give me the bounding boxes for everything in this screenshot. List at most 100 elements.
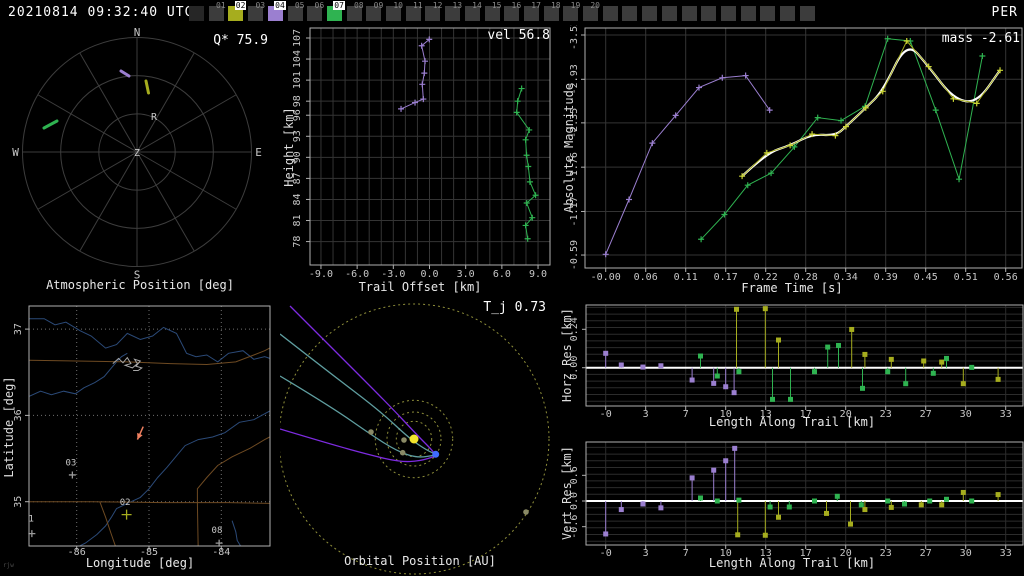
camera-slot-label: 04 [274, 1, 286, 10]
camera-slot-01[interactable]: 01 [209, 6, 224, 21]
state-border [197, 437, 269, 549]
camera-slot-extra[interactable] [741, 6, 756, 21]
camera-slot-extra[interactable] [642, 6, 657, 21]
svg-text:81: 81 [292, 214, 303, 226]
svg-text:N: N [134, 26, 141, 39]
height-axis-label: Height [km] [282, 107, 296, 186]
camera-slot-13[interactable]: 13 [445, 6, 460, 21]
camera-slot-11[interactable]: 11 [406, 6, 421, 21]
shower-code: PER [992, 5, 1018, 20]
camera-slot-label: 01 [215, 1, 227, 10]
svg-text:3.0: 3.0 [457, 269, 475, 280]
ground-track-arrow [137, 427, 143, 440]
camera-slot-extra[interactable] [800, 6, 815, 21]
orbit-plot [280, 296, 560, 576]
camera-slot-09[interactable]: 09 [366, 6, 381, 21]
camera-slot-07[interactable]: 07 [327, 6, 342, 21]
vert-res-axis-label: Vert Res [km] [560, 446, 574, 540]
svg-text:84: 84 [292, 193, 303, 205]
camera-slot-05[interactable]: 05 [288, 6, 303, 21]
camera-slot-label: 16 [511, 1, 523, 10]
track-cluster [113, 358, 142, 371]
series-station-04 [398, 36, 432, 111]
camera-slot-label: 19 [570, 1, 582, 10]
meteor-streaks [44, 71, 149, 128]
camera-slot-19[interactable]: 19 [563, 6, 578, 21]
camera-slot-label: 13 [451, 1, 463, 10]
camera-slot-04[interactable]: 04 [268, 6, 283, 21]
camera-slot-17[interactable]: 17 [524, 6, 539, 21]
camera-slot-06[interactable]: 06 [307, 6, 322, 21]
svg-text:37: 37 [13, 323, 24, 335]
planet-dot [400, 450, 406, 456]
camera-slot-20[interactable]: 20 [583, 6, 598, 21]
planet-dot [523, 509, 529, 515]
camera-slot-15[interactable]: 15 [485, 6, 500, 21]
camera-slot-extra[interactable] [701, 6, 716, 21]
camera-slot-18[interactable]: 18 [544, 6, 559, 21]
panel-height-profile: -9.0-6.0-3.00.03.06.09.07881848790939698… [280, 25, 560, 296]
gridlines [586, 442, 1023, 545]
panel-light-curve: -0.000.060.110.170.220.280.340.390.450.5… [560, 25, 1024, 296]
earth-dot [432, 451, 439, 458]
vert-length-axis-label: Length Along Trail [km] [560, 556, 1024, 570]
camera-slot-03[interactable]: 03 [248, 6, 263, 21]
svg-text:104: 104 [292, 50, 303, 68]
camera-slot-extra[interactable] [760, 6, 775, 21]
svg-text:R: R [151, 112, 158, 123]
vert-residuals-plot: -0371013172023273033-0.60.00.6 [560, 432, 1024, 576]
svg-text:Z: Z [134, 148, 140, 159]
camera-slot-10[interactable]: 10 [386, 6, 401, 21]
svg-text:6.0: 6.0 [493, 269, 511, 280]
residual-stems [603, 446, 1000, 538]
camera-slot-02[interactable]: 02 [228, 6, 243, 21]
svg-text:9.0: 9.0 [529, 269, 547, 280]
camera-slot-label: 03 [254, 1, 266, 10]
camera-slot-label: 14 [471, 1, 483, 10]
camera-slot-label: 17 [530, 1, 542, 10]
svg-text:W: W [12, 146, 19, 159]
svg-text:-3.52: -3.52 [569, 25, 580, 50]
camera-slot-16[interactable]: 16 [504, 6, 519, 21]
svg-text:02: 02 [120, 498, 131, 508]
utc-timestamp: 20210814 09:32:40 UTC [8, 5, 193, 20]
camera-slot-label: 11 [412, 1, 424, 10]
camera-slot-08[interactable]: 08 [347, 6, 362, 21]
svg-text:03: 03 [65, 458, 76, 468]
frame-time-axis-label: Frame Time [s] [560, 281, 1024, 295]
gridlines [586, 305, 1023, 406]
series-station-04 [603, 73, 773, 258]
camera-slot-extra[interactable] [662, 6, 677, 21]
camera-slot-extra[interactable] [622, 6, 637, 21]
camera-slot-14[interactable]: 14 [465, 6, 480, 21]
svg-text:78: 78 [292, 236, 303, 248]
camera-slot-extra[interactable] [603, 6, 618, 21]
planet-dot [401, 437, 407, 443]
svg-text:98: 98 [292, 95, 303, 107]
planet-dot [368, 429, 374, 435]
horz-length-axis-label: Length Along Trail [km] [560, 415, 1024, 429]
camera-slot-label: 15 [491, 1, 503, 10]
height-profile-plot: -9.0-6.0-3.00.03.06.09.07881848790939698… [280, 25, 560, 296]
camera-slot-label: 20 [589, 1, 601, 10]
magnitude-axis-label: Absolute Magnitude [562, 83, 576, 213]
velocity-value: vel 56.8 [487, 28, 550, 43]
svg-text:08: 08 [212, 526, 223, 536]
camera-slot-blank[interactable] [189, 6, 204, 21]
camera-slot-label: 07 [333, 1, 345, 10]
panel-orbit: T_j 0.73 Orbital Position [AU] [280, 296, 560, 576]
camera-slot-label: 10 [392, 1, 404, 10]
panel-vert-residuals: -0371013172023273033-0.60.00.6 Vert Res … [560, 432, 1024, 576]
camera-slot-label: 06 [314, 1, 326, 10]
camera-slot-extra[interactable] [780, 6, 795, 21]
svg-text:35: 35 [13, 496, 24, 508]
latitude-axis-label: Latitude [deg] [2, 376, 16, 477]
camera-slot-label: 02 [235, 1, 247, 10]
svg-text:-6.0: -6.0 [345, 269, 369, 280]
camera-slot-12[interactable]: 12 [425, 6, 440, 21]
svg-text:-0.59: -0.59 [569, 240, 580, 270]
camera-slot-extra[interactable] [682, 6, 697, 21]
camera-slot-extra[interactable] [721, 6, 736, 21]
atmospheric-position-plot: NSWEZR [0, 25, 280, 296]
mass-value: mass -2.61 [942, 31, 1020, 46]
